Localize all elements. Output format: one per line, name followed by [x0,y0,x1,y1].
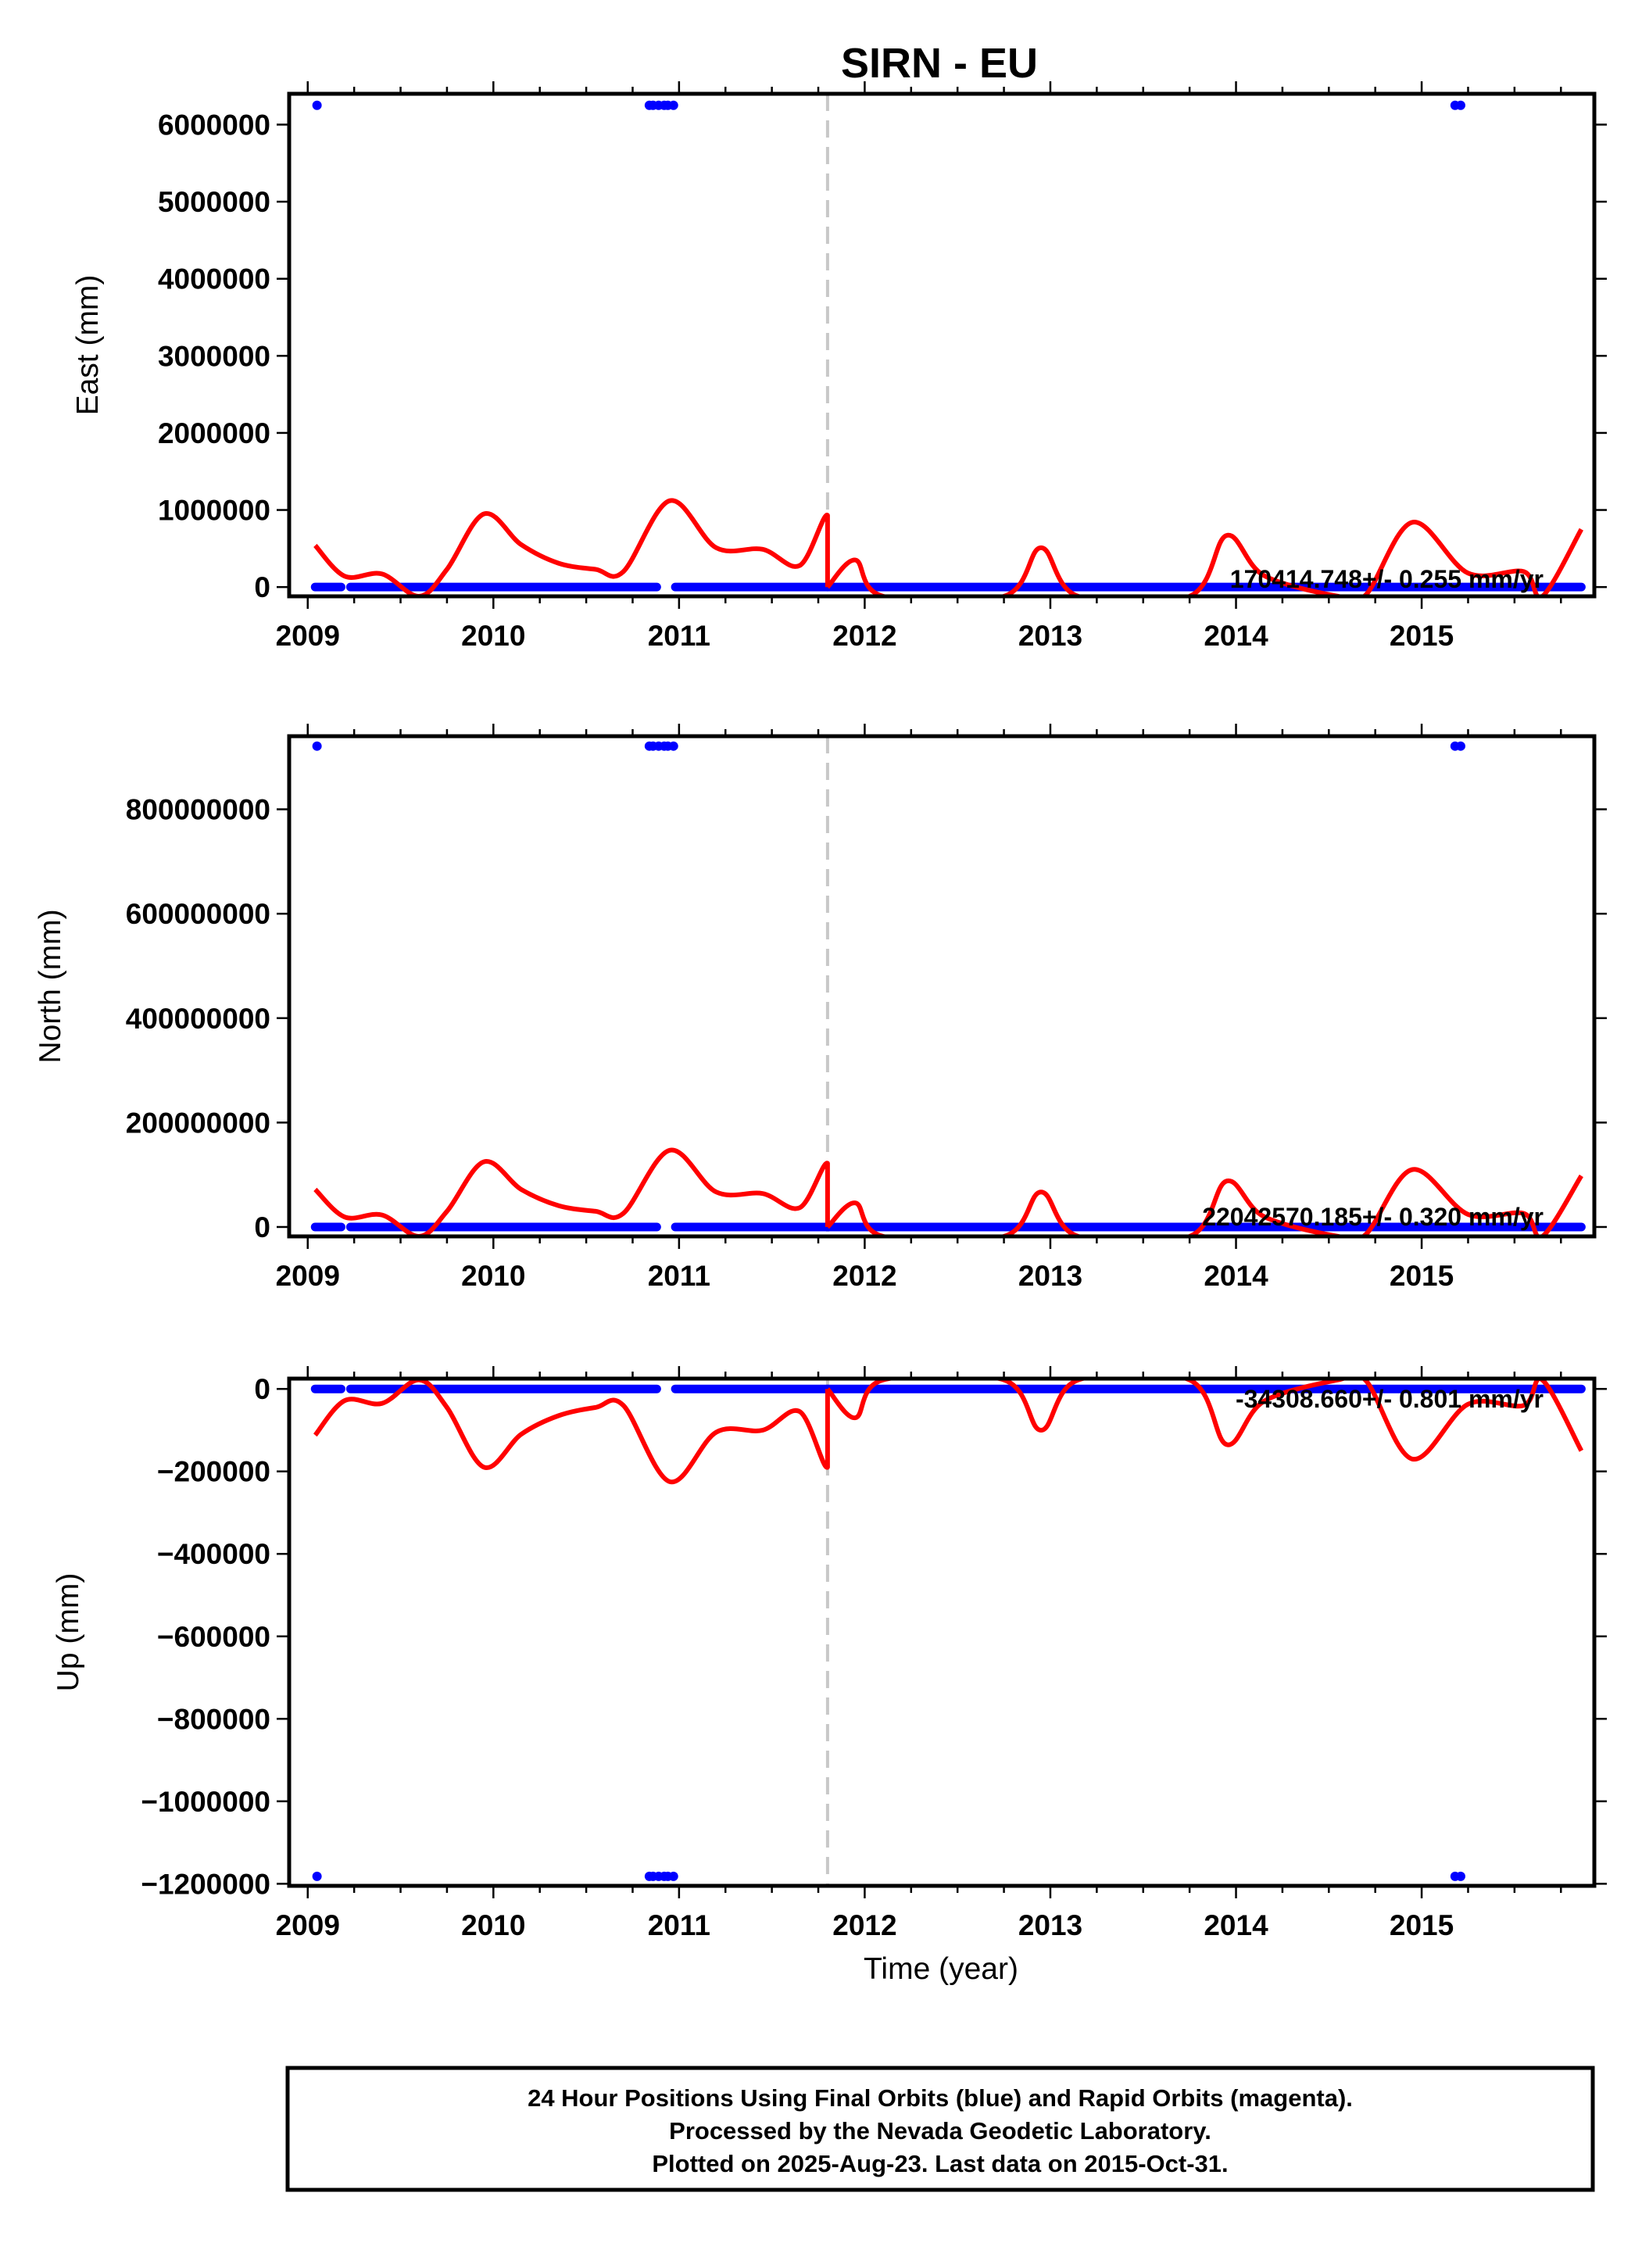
model-fit-curve [825,1379,1584,1461]
outlier-point [1455,741,1465,751]
y-axis-title: North (mm) [34,909,67,1063]
outlier-point [312,100,322,110]
y-axis-title: East (mm) [71,275,105,416]
footer-line-3: Plotted on 2025-Aug-23. Last data on 201… [652,2150,1228,2177]
outlier-point [668,100,678,110]
x-tick-label: 2009 [276,1260,340,1292]
x-tick-label: 2013 [1018,1909,1082,1941]
x-axis-title: Time (year) [864,1952,1018,1986]
y-tick-label: 5000000 [158,186,270,218]
velocity-label: -34308.660+/- 0.801 mm/yr [1236,1385,1544,1413]
y-tick-label: 400000000 [126,1003,270,1035]
up-panel: 2009 2010 2011 2012 2013 2014 2015 0 −200000 −400… [52,1366,1607,1941]
plot-frame [287,734,1597,1239]
y-tick-label: 3000000 [158,340,270,372]
x-tick-label: 2011 [648,1909,710,1941]
velocity-label: 22042570.185+/- 0.320 mm/yr [1202,1203,1544,1231]
outlier-point [668,1871,678,1881]
outlier-point [312,741,322,751]
y-tick-label: −800000 [157,1703,270,1735]
x-tick-label: 2015 [1390,1909,1454,1941]
y-tick-label: 2000000 [158,417,270,449]
plot-area [310,1379,1586,1886]
chart-title: SIRN - EU [841,40,1038,87]
x-tick-label: 2012 [832,1909,896,1941]
velocity-label: 170414.748+/- 0.255 mm/yr [1230,565,1544,593]
outlier-point [312,1871,322,1881]
plot-frame [287,1376,1597,1888]
x-tick-label: 2012 [832,620,896,652]
outlier-point [1455,100,1465,110]
model-fit-curve [313,1147,830,1236]
x-tick-label: 2010 [461,1909,525,1941]
x-tick-label: 2014 [1204,1260,1268,1292]
y-tick-label: −1000000 [141,1786,270,1818]
y-tick-label: −1200000 [141,1868,270,1900]
x-tick-label: 2010 [461,1260,525,1292]
x-tick-label: 2015 [1390,620,1454,652]
x-tick-label: 2012 [832,1260,896,1292]
y-tick-label: −600000 [157,1621,270,1653]
y-tick-label: 800000000 [126,794,270,826]
x-tick-label: 2015 [1390,1260,1454,1292]
y-axis-title: Up (mm) [52,1573,85,1692]
footer-line-1: 24 Hour Positions Using Final Orbits (bl… [528,2084,1353,2112]
model-fit-curve [313,1379,830,1484]
x-tick-label: 2013 [1018,1260,1082,1292]
east-panel: 2009 2010 2011 2012 2013 2014 2015 0 1000000 2000… [71,81,1607,652]
y-tick-label: 4000000 [158,263,270,295]
footer-box: 24 Hour Positions Using Final Orbits (bl… [285,2066,1595,2192]
footer-frame [285,2066,1595,2192]
y-tick-label: 0 [254,1211,270,1243]
y-tick-label: −400000 [157,1538,270,1570]
model-fit-curve [825,520,1584,596]
x-tick-label: 2013 [1018,620,1082,652]
x-tick-label: 2010 [461,620,525,652]
plot-frame [287,91,1597,599]
footer-line-2: Processed by the Nevada Geodetic Laborat… [669,2117,1211,2145]
y-tick-label: 0 [254,571,270,603]
outlier-point [668,741,678,751]
x-tick-label: 2009 [276,620,340,652]
outlier-point [1455,1871,1465,1881]
y-tick-label: 600000000 [126,898,270,930]
x-tick-label: 2014 [1204,620,1268,652]
y-tick-label: 0 [254,1373,270,1405]
plot-area [310,736,1586,1236]
y-tick-label: −200000 [157,1456,270,1488]
model-fit-curve [313,498,830,596]
y-tick-label: 200000000 [126,1107,270,1139]
x-tick-label: 2009 [276,1909,340,1941]
x-tick-label: 2011 [648,1260,710,1292]
north-panel: 2009 2010 2011 2012 2013 2014 2015 0 200000000 40… [34,724,1607,1292]
plot-area [310,94,1586,596]
model-fit-curve [825,1167,1583,1236]
x-tick-label: 2011 [648,620,710,652]
y-tick-label: 6000000 [158,109,270,141]
x-tick-label: 2014 [1204,1909,1268,1941]
y-tick-label: 1000000 [158,495,270,527]
